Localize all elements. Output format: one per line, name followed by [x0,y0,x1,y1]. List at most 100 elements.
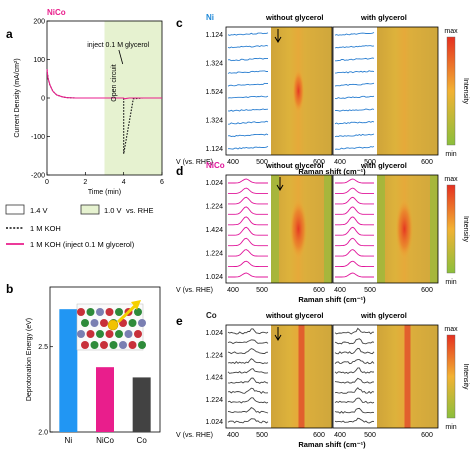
panel-e-title-without: without glycerol [265,311,324,320]
inset-atom [115,308,123,316]
legend-label-koh-glycerol: 1 M KOH (inject 0.1 M glycerol) [30,240,135,249]
legend-label-koh: 1 M KOH [30,224,61,233]
inset-atom [100,319,108,327]
panel-d-spectrum-trace [335,237,374,247]
heatmap-edge [324,175,332,283]
panel-e-colorbar-max: max [444,326,458,333]
panel-c-heatmap-with [377,27,438,155]
panel-d-xtick-label: 600 [421,287,433,294]
panel-d-spectrum-trace [228,187,268,194]
panel-c-spectrum-trace [227,45,269,49]
panel-c-spectrum-trace [227,82,269,87]
panel-a-inject-annotation: inject 0.1 M glycerol [87,42,149,49]
panel-e-spectrum-trace [334,327,374,335]
panel-d: d NiCo without glycerol with glycerol 1.024 1… [176,161,469,304]
panel-c-spectrum-trace [334,82,375,87]
legend-swatch-1p0v [80,204,100,215]
panel-e-spectrum-trace [227,407,269,414]
panel-d-spectrum-trace [335,260,374,268]
panel-c-spectrum-trace [334,133,375,138]
panel-d-vlabel: V (vs. RHE) [176,287,213,294]
panel-e-ytick-label: 1.424 [205,375,223,382]
panel-a-letter: a [6,27,13,41]
panel-c-frame-without [225,26,333,156]
inset-arrowhead-icon [131,300,141,310]
inset-atom [77,330,85,338]
panel-d-colorbar-min: min [445,279,456,286]
panel-c-colorbar-min: min [445,151,456,158]
panel-c-letter: c [176,16,183,30]
panel-c-colorbar-max: max [444,28,458,35]
panel-b-bar-nico [96,367,114,432]
panel-c-xtick-label: 400 [334,159,346,166]
heatmap-hotspot [292,69,305,113]
inset-atom [100,341,108,349]
panel-c-xtick-label: 500 [256,159,268,166]
panel-d-spectrum-trace [228,260,268,268]
panel-e-ytick-label: 1.224 [205,352,223,359]
inset-highlight-atom [107,319,119,331]
panel-b-category-label: NiCo [96,436,114,445]
inset-atom [119,341,127,349]
panel-c-spectrum-trace [228,145,269,150]
panel-e-ytick-label: 1.024 [205,330,223,337]
panel-e-colorbar-label: Intensity [462,363,469,390]
panel-e-spectrum-trace [227,339,269,345]
panel-c-spectrum-trace [227,133,269,137]
heatmap-band [298,325,305,428]
panel-c-ytick-label: 1.124 [205,32,223,39]
panel-c-sample-label: Ni [206,13,214,22]
panel-c-colorbar [446,36,456,146]
heatmap-edge [377,175,385,283]
panel-c-spectrum-trace [227,32,269,36]
inset-atom [96,308,104,316]
legend-swatch-1p4v [5,204,25,215]
panel-c-spectrum-trace [227,120,269,125]
panel-e-ytick-label: 1.224 [205,397,223,404]
panel-d-spectrum-trace [335,249,374,257]
panel-c-title-with: with glycerol [360,13,407,22]
panel-d-spectrum-trace [228,249,268,257]
panel-b-ytick-label: 2.0 [38,430,48,437]
panel-e-xtick-label: 400 [227,432,239,439]
heatmap-hotspot [289,199,308,259]
inset-atom [77,308,85,316]
inset-atom [105,330,114,338]
panel-d-spectrum-trace [228,178,268,184]
panel-d-xtick-label: 500 [256,287,268,294]
panel-a-ytick-label: 0 [41,96,45,103]
panel-b-letter: b [6,282,13,296]
legend-label-1p0v: 1.0 V [104,206,122,215]
inset-atom [105,308,114,316]
panel-c-spectrum-trace [334,95,375,100]
panel-d-title-without: without glycerol [265,161,324,170]
panel-a-inject-arrow [118,49,124,65]
panel-d-xtick-label: 400 [334,287,346,294]
inset-atom [90,341,99,349]
panel-e-spectrum-trace [334,359,375,365]
panel-c-ytick-label: 1.324 [205,61,223,68]
panel-d-spectrum-trace [228,237,268,247]
panel-b-category-label: Ni [65,436,73,445]
panel-c-xtick-label: 500 [364,159,376,166]
panel-d-spectrum-trace [228,206,268,215]
panel-d-spectrum-trace [228,216,268,226]
panel-b-molecule-inset [76,300,146,351]
panel-d-spectrum-trace [228,196,268,205]
panel-a-ytick-label: -200 [31,173,45,180]
panel-c-spectrum-trace [334,32,375,36]
panel-e-spectrum-trace [334,377,375,384]
panel-e-xtick-label: 600 [421,432,433,439]
panel-a-tag: NiCo [47,8,66,17]
panel-d-ytick-label: 1.024 [205,274,223,281]
panel-e-vlabel: V (vs. RHE) [176,432,213,439]
panel-e-spectrum-trace [227,328,269,335]
panel-b-ylabel: Deprotonation Energy (eV) [26,318,33,401]
panel-c-xlabel: Raman shift (cm⁻¹) [298,167,366,176]
panel-e-frame-without [225,324,333,429]
inset-atom [90,319,99,327]
panel-d-ytick-label: 1.024 [205,180,223,187]
panel-d-ytick-label: 1.224 [205,251,223,258]
panel-e-spectrum-trace [334,367,374,374]
